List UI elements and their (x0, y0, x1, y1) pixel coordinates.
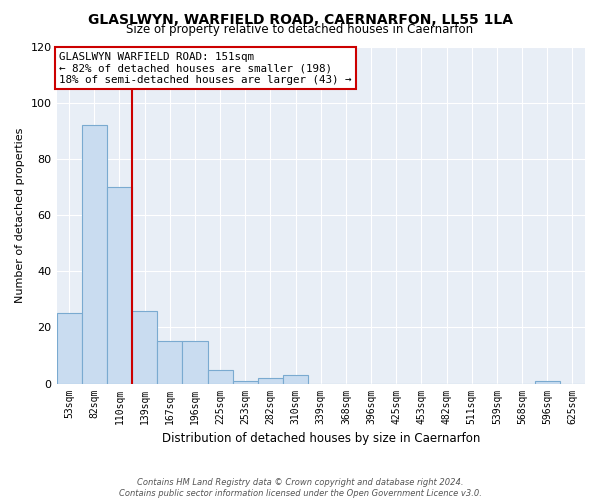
Y-axis label: Number of detached properties: Number of detached properties (15, 128, 25, 302)
Text: Contains HM Land Registry data © Crown copyright and database right 2024.
Contai: Contains HM Land Registry data © Crown c… (119, 478, 481, 498)
Bar (535, 380, 560, 384)
Bar (233, 380, 258, 384)
Bar (82, 125, 107, 384)
Text: GLASLWYN, WARFIELD ROAD, CAERNARFON, LL55 1LA: GLASLWYN, WARFIELD ROAD, CAERNARFON, LL5… (88, 12, 512, 26)
Bar (107, 187, 132, 384)
X-axis label: Distribution of detached houses by size in Caernarfon: Distribution of detached houses by size … (161, 432, 480, 445)
Bar (182, 342, 208, 384)
Bar (56, 314, 82, 384)
Bar (283, 375, 308, 384)
Text: Size of property relative to detached houses in Caernarfon: Size of property relative to detached ho… (127, 22, 473, 36)
Bar (157, 342, 182, 384)
Bar (258, 378, 283, 384)
Bar (132, 310, 157, 384)
Text: GLASLWYN WARFIELD ROAD: 151sqm
← 82% of detached houses are smaller (198)
18% of: GLASLWYN WARFIELD ROAD: 151sqm ← 82% of … (59, 52, 352, 85)
Bar (208, 370, 233, 384)
